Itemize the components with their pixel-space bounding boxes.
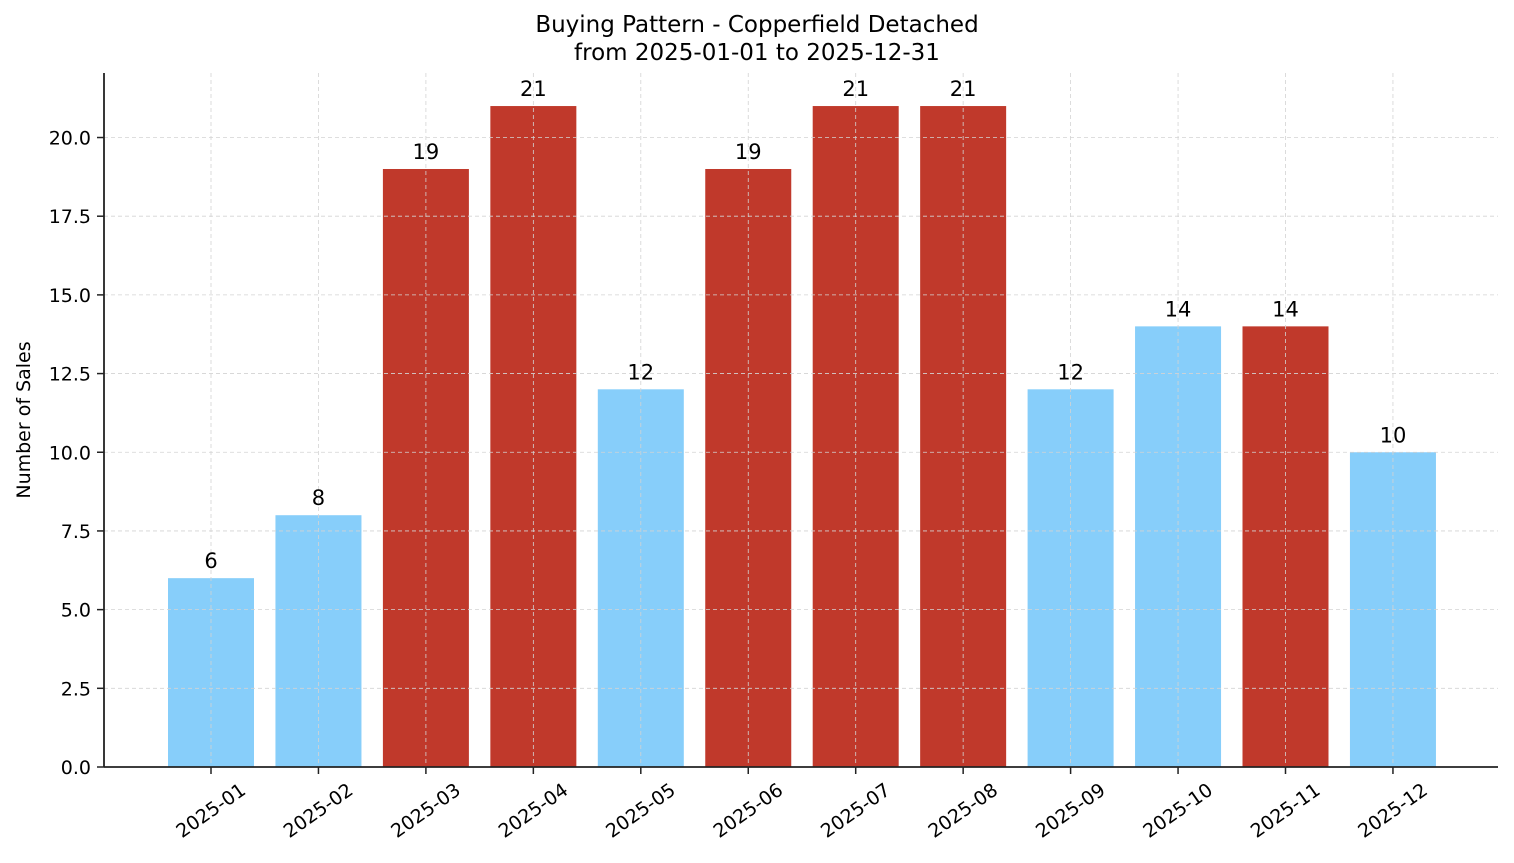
x-tick-label: 2025-01: [172, 779, 250, 843]
chart-title: Buying Pattern - Copperfield Detached: [535, 12, 979, 38]
chart-subtitle: from 2025-01-01 to 2025-12-31: [574, 40, 940, 66]
y-tick-label: 20.0: [49, 128, 91, 150]
bars-group: [168, 106, 1436, 768]
bar-2025-07: [812, 106, 899, 768]
x-tick-label: 2025-07: [817, 779, 895, 843]
x-tick-label: 2025-11: [1247, 779, 1325, 843]
x-tick-label: 2025-12: [1354, 779, 1432, 843]
bar-value-label: 14: [1165, 297, 1192, 321]
x-tick-label: 2025-05: [602, 779, 680, 843]
bar-value-label: 19: [413, 140, 440, 164]
x-tick-label: 2025-09: [1032, 779, 1110, 843]
bar-value-label: 14: [1272, 297, 1299, 321]
bar-value-label: 8: [312, 486, 325, 510]
data-labels: 6 8 19 21 12 19 21 21 12 14 14 10: [204, 77, 1406, 573]
bar-value-label: 12: [1057, 360, 1084, 384]
grid-lines: [104, 73, 1498, 767]
bar-value-label: 21: [520, 77, 547, 101]
bar-value-label: 10: [1380, 423, 1407, 447]
y-tick-label: 15.0: [49, 285, 91, 307]
y-tick-label: 10.0: [49, 442, 91, 464]
bar-2025-11: [1242, 326, 1329, 767]
bar-value-label: 21: [842, 77, 869, 101]
y-tick-label: 12.5: [49, 364, 91, 386]
x-tick-label: 2025-04: [495, 779, 573, 843]
bar-value-label: 6: [204, 549, 217, 573]
y-tick-label: 17.5: [49, 206, 91, 228]
y-tick-label: 0.0: [61, 757, 91, 779]
y-tick-label: 5.0: [61, 600, 91, 622]
bar-value-label: 19: [735, 140, 762, 164]
x-tick-label: 2025-02: [280, 779, 358, 843]
bar-2025-04: [490, 106, 577, 768]
x-tick-label: 2025-03: [387, 779, 465, 843]
bar-2025-08: [920, 106, 1007, 768]
bar-value-label: 21: [950, 77, 977, 101]
x-tick-label: 2025-10: [1139, 779, 1217, 843]
x-tick-label: 2025-08: [924, 779, 1002, 843]
bar-value-label: 12: [627, 360, 654, 384]
y-tick-label: 7.5: [61, 521, 91, 543]
bar-2025-10: [1135, 326, 1222, 767]
x-tick-label: 2025-06: [709, 779, 787, 843]
y-tick-label: 2.5: [61, 678, 91, 700]
